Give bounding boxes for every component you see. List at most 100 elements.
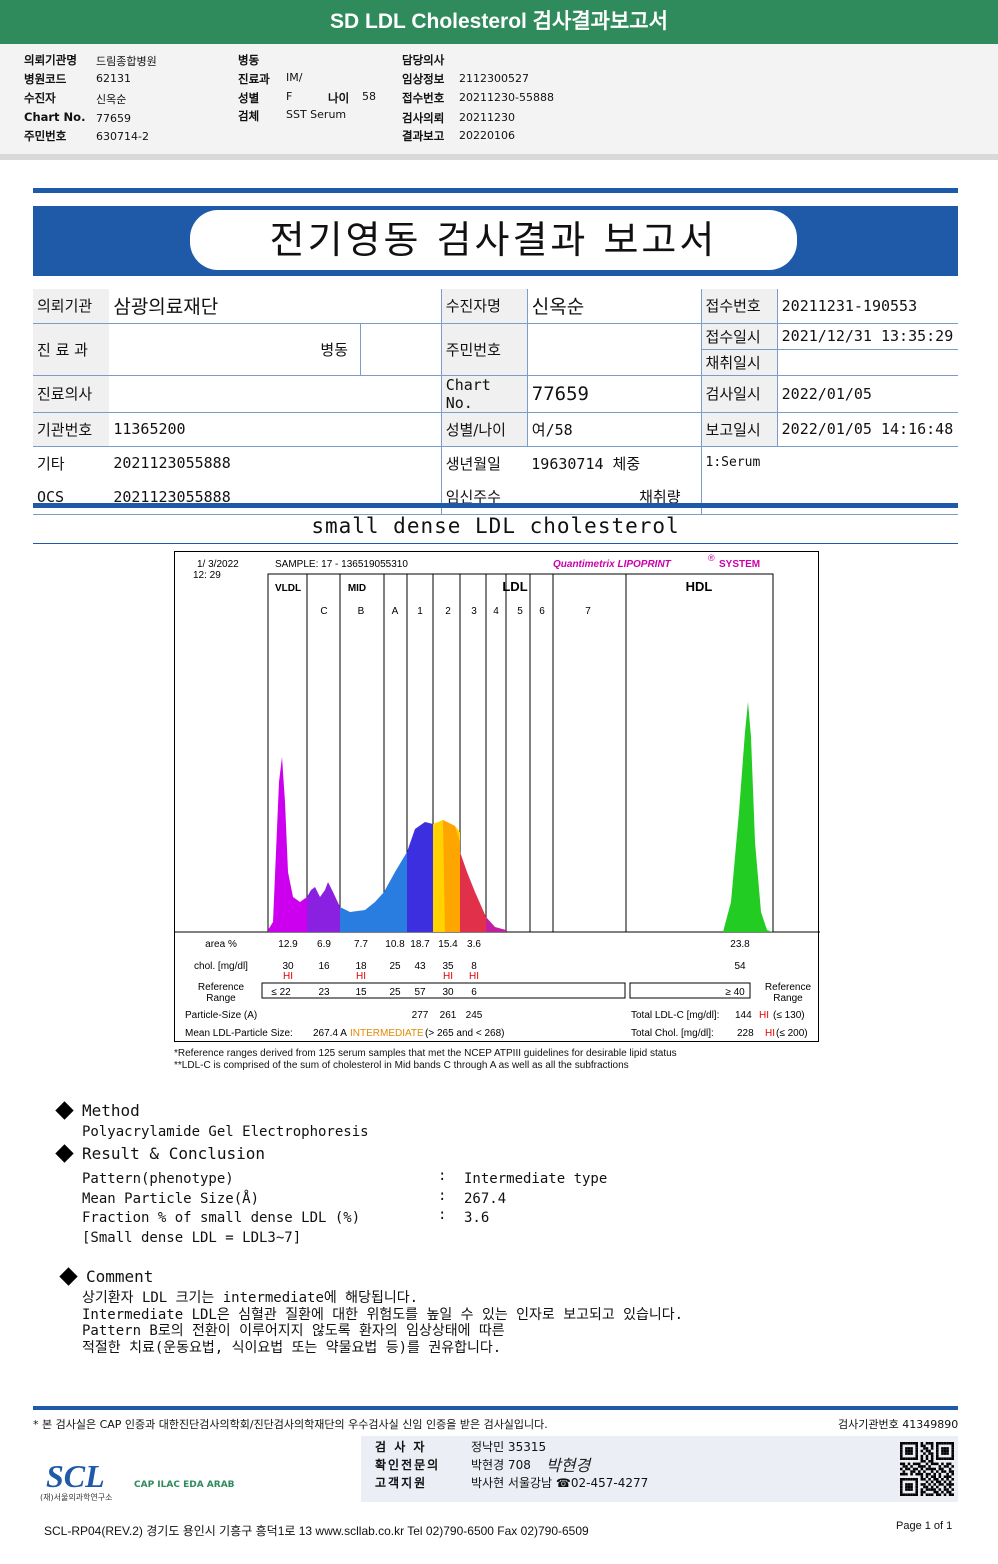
row-label-ref: Reference: [198, 982, 245, 993]
age-label: 나이: [328, 91, 350, 105]
label: 임신주수: [440, 480, 528, 515]
total-chol-label: Total Chol. [mg/dl]:: [631, 1028, 714, 1039]
group-label-mid: MID: [348, 583, 366, 594]
chol-value: 25: [389, 961, 401, 972]
reference-value: 25: [389, 987, 401, 998]
band-label: 3: [471, 606, 477, 617]
top-value: 신옥순: [96, 93, 127, 106]
method-text: Polyacrylamide Gel Electrophoresis: [82, 1124, 369, 1140]
top-value: 630714-2: [96, 130, 149, 143]
group-label-vldl: VLDL: [275, 583, 301, 594]
top-value: 77659: [96, 112, 131, 125]
chol-value: 54: [734, 961, 746, 972]
comment-heading: Comment: [86, 1267, 154, 1286]
logo-subtitle: (재)서울의과학연구소: [40, 1493, 113, 1502]
result-label: Mean Particle Size(Å): [82, 1191, 260, 1207]
chol-value: 16: [318, 961, 330, 972]
result-heading: Result & Conclusion: [82, 1144, 266, 1163]
top-label: 수진자: [24, 91, 56, 105]
top-label: Chart No.: [24, 110, 86, 124]
area-value: 18.7: [410, 939, 430, 950]
band-label: 5: [517, 606, 523, 617]
area-value: 10.8: [385, 939, 405, 950]
mid-c-peak: [307, 882, 340, 932]
chart-footnotes: *Reference ranges derived from 125 serum…: [174, 1048, 677, 1072]
sample-label: SAMPLE: 17 - 136519055310: [275, 559, 408, 570]
result-value: 3.6: [464, 1210, 490, 1226]
method-heading: Method: [82, 1101, 140, 1120]
label: 의뢰기관: [33, 289, 110, 324]
value: [776, 349, 958, 376]
result-label: Pattern(phenotype): [82, 1171, 234, 1187]
staff-name: 박현경 708: [471, 1458, 531, 1472]
row-label-chol: chol. [mg/dl]: [194, 961, 248, 972]
hi-flag: HI: [443, 971, 453, 982]
reference-box-right: [629, 982, 751, 999]
reference-value: 57: [414, 987, 426, 998]
area-value: 23.8: [730, 939, 750, 950]
area-value: 12.9: [278, 939, 298, 950]
top-label: 결과보고: [402, 129, 445, 143]
reference-box-left: [261, 982, 626, 999]
value: 채취량: [527, 480, 702, 515]
chart-time: 12: 29: [193, 570, 221, 581]
row-label-mean: Mean LDL-Particle Size:: [185, 1028, 293, 1039]
brand-label: Quantimetrix LIPOPRINT: [553, 559, 672, 570]
top-label: 의뢰기관명: [24, 53, 77, 67]
result-label: Fraction % of small dense LDL (%): [82, 1210, 361, 1226]
top-label: 검체: [238, 109, 260, 123]
top-value: F: [286, 90, 293, 103]
top-value: 2112300527: [459, 72, 529, 85]
label: 기타: [37, 454, 65, 473]
comment-line: 상기환자 LDL 크기는 intermediate에 해당됩니다.: [82, 1290, 419, 1306]
chol-value: 8: [471, 961, 477, 972]
address: SCL-RP04(REV.2) 경기도 용인시 기흥구 흥덕1로 13 www.…: [44, 1524, 589, 1538]
particle-size: 261: [440, 1010, 457, 1021]
staff-box: 검 사 자 정낙민 35315 확인전문의 박현경 708 고객지원 박사현 서…: [361, 1436, 958, 1502]
comment-line: Intermediate LDL은 심혈관 질환에 대한 위험도를 높일 수 있…: [82, 1307, 684, 1323]
total-ldlc-label: Total LDL-C [mg/dl]:: [631, 1010, 719, 1021]
separator: :: [438, 1168, 447, 1184]
result-note: [Small dense LDL = LDL3~7]: [82, 1230, 302, 1246]
value: 77659: [526, 375, 702, 413]
divider: [33, 543, 958, 544]
label: 기관번호: [33, 412, 110, 447]
cert-logos: CAP ILAC EDA ARAB: [134, 1480, 235, 1490]
top-value: SST Serum: [286, 108, 347, 121]
label: 성별/나이: [440, 412, 528, 447]
particle-size: 277: [412, 1010, 429, 1021]
brand-suffix: SYSTEM: [719, 559, 760, 570]
staff-name: 정낙민 35315: [471, 1440, 547, 1454]
top-value: 20220106: [459, 129, 515, 142]
comment-line: Pattern B로의 전환이 이루어지지 않도록 환자의 임상상태에 따른: [82, 1323, 505, 1339]
row-label-psize: Particle-Size (A): [185, 1010, 257, 1021]
top-info-panel: 의뢰기관명 드림종합병원 병원코드 62131 수진자 신옥순 Chart No…: [0, 44, 998, 160]
top-label: 담당의사: [402, 53, 445, 67]
staff-role: 검 사 자: [375, 1440, 427, 1454]
divider: [33, 188, 958, 193]
hi-flag: HI: [283, 971, 293, 982]
separator: :: [438, 1188, 447, 1204]
value: 2021123055888: [109, 480, 442, 515]
top-label: 접수번호: [402, 91, 445, 105]
org-code: 검사기관번호 41349890: [838, 1418, 959, 1431]
reference-value: 6: [471, 987, 477, 998]
age-value: 58: [362, 90, 376, 103]
row-label-ref: Range: [206, 993, 236, 1004]
reference-value: 23: [318, 987, 330, 998]
top-label: 임상정보: [402, 72, 445, 86]
band-label: A: [392, 606, 399, 617]
mean-range: (> 265 and < 268): [425, 1028, 505, 1039]
band-label: B: [358, 606, 365, 617]
value: 20211231-190553: [776, 289, 958, 324]
bullet-icon: [55, 1101, 74, 1120]
value: 2021123055888: [113, 454, 231, 473]
reference-value: ≤ 22: [271, 987, 291, 998]
band-label: 6: [539, 606, 545, 617]
chol-value: 35: [442, 961, 454, 972]
value: 병동: [109, 323, 361, 376]
band-label: 4: [493, 606, 499, 617]
mean-size: 267.4 A: [313, 1028, 347, 1039]
label: 접수일시: [700, 323, 778, 350]
top-label: 병원코드: [24, 72, 67, 86]
